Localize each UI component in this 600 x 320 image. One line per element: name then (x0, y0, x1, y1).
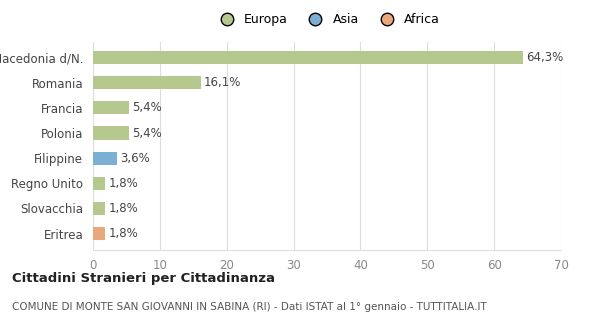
Bar (93, 51, 523, 64)
Text: 3,6%: 3,6% (121, 152, 150, 165)
Bar (93, 101, 129, 115)
Bar (93, 177, 105, 190)
Text: 1,8%: 1,8% (109, 227, 138, 240)
Bar (93, 152, 117, 165)
Legend: Europa, Asia, Africa: Europa, Asia, Africa (209, 8, 445, 31)
Text: COMUNE DI MONTE SAN GIOVANNI IN SABINA (RI) - Dati ISTAT al 1° gennaio - TUTTITA: COMUNE DI MONTE SAN GIOVANNI IN SABINA (… (12, 302, 487, 312)
Text: 16,1%: 16,1% (204, 76, 241, 89)
Text: Cittadini Stranieri per Cittadinanza: Cittadini Stranieri per Cittadinanza (12, 272, 275, 284)
Text: 1,8%: 1,8% (109, 202, 138, 215)
Text: 5,4%: 5,4% (133, 126, 162, 140)
Bar (93, 126, 129, 140)
Bar (93, 76, 200, 89)
Text: 64,3%: 64,3% (526, 51, 563, 64)
Bar (93, 227, 105, 240)
Bar (93, 202, 105, 215)
Text: 1,8%: 1,8% (109, 177, 138, 190)
Text: 5,4%: 5,4% (133, 101, 162, 114)
